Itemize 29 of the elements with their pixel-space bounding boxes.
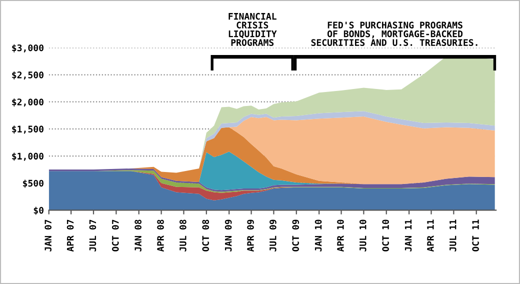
y-tick-label: $1,500: [12, 126, 44, 134]
y-tick-label: $2,000: [12, 98, 44, 107]
y-tick-label: $3,000: [12, 44, 44, 52]
x-tick-label: JAN 09: [224, 220, 232, 252]
x-tick-label: APR 11: [427, 220, 434, 252]
x-tick-label: APR 09: [247, 220, 254, 252]
x-tick-label: OCT 10: [382, 220, 389, 252]
x-tick-label: JUL 11: [450, 220, 456, 252]
x-tick-label: JAN 11: [404, 220, 412, 252]
y-tick-label: $500: [23, 180, 44, 188]
x-tick-label: JUL 08: [180, 220, 186, 252]
y-tick-label: $1,000: [12, 152, 44, 161]
x-tick-label: JUL 10: [359, 220, 366, 252]
x-tick-label: JAN 07: [44, 220, 52, 252]
text: FED'S PURCHASING PROGRAMS OF BONDS, MORTGAGE-BACKED SECURITIES AND U.S. TREASURIES.: [311, 22, 478, 46]
x-tick-label: OCT 07: [112, 220, 119, 252]
x-tick-label: APR 08: [157, 220, 164, 252]
x-tick-label: JUL 09: [270, 220, 276, 252]
x-tick-label: OCT 11: [472, 220, 479, 252]
x-tick-label: OCT 09: [292, 220, 300, 252]
x-tick-label: OCT 08: [202, 220, 210, 252]
text: FINANCIAL CRISIS LIQUIDITY PROGRAMS: [228, 12, 277, 46]
y-tick-label: $2,500: [12, 71, 44, 80]
x-tick-label: JUL 07: [89, 220, 96, 252]
x-tick-label: JAN 08: [134, 220, 142, 252]
x-tick-label: JAN 10: [314, 220, 322, 252]
x-tick-label: APR 07: [66, 220, 74, 252]
x-tick-label: APR 10: [337, 220, 344, 252]
y-tick-label: $0: [34, 206, 44, 215]
